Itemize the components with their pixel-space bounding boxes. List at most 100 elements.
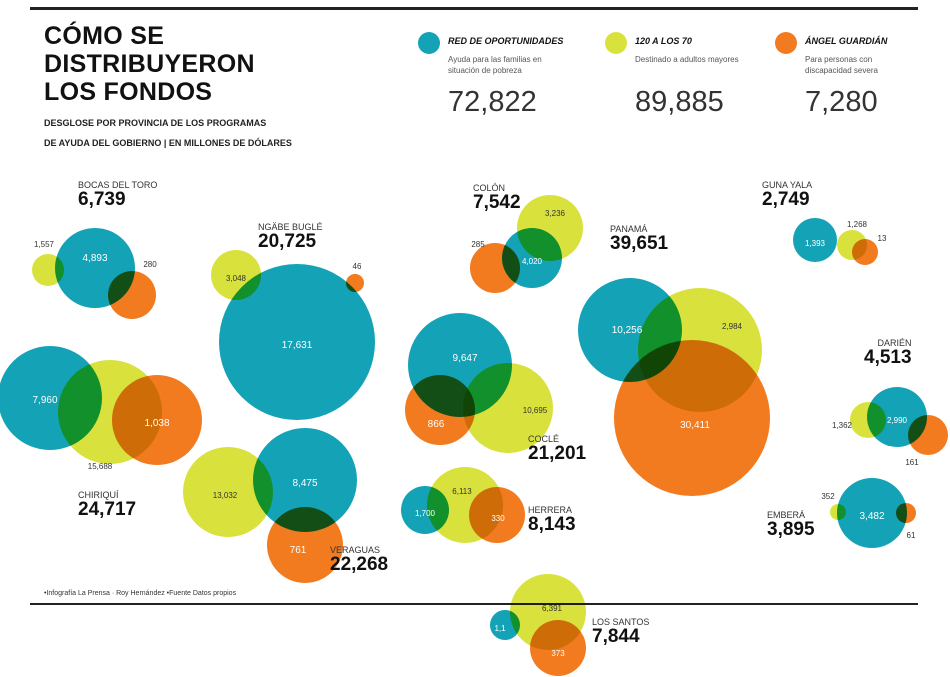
orange-program-circle xyxy=(108,271,156,319)
province-total: 3,895 xyxy=(767,519,815,540)
yellow-value-label: 2,984 xyxy=(722,322,743,331)
province-name: DARIÉN xyxy=(877,338,912,348)
province-label: NGÄBE BUGLÉ 20,725 xyxy=(258,222,323,252)
orange-value-label: 161 xyxy=(905,458,919,467)
province-name: EMBERÁ xyxy=(767,510,806,520)
teal-value-label: 1,393 xyxy=(805,239,826,248)
orange-program-circle xyxy=(346,274,364,292)
yellow-value-label: 352 xyxy=(821,492,835,501)
yellow-value-label: 13,032 xyxy=(213,491,238,500)
orange-value-label: 866 xyxy=(428,419,445,430)
yellow-value-label: 1,362 xyxy=(832,421,853,430)
province-group: 3,236 285 4,020 xyxy=(470,195,583,293)
teal-value-label: 8,475 xyxy=(292,478,317,489)
yellow-value-label: 6,113 xyxy=(452,487,472,496)
teal-program-circle xyxy=(253,428,357,532)
orange-program-circle xyxy=(267,507,343,583)
page-title: CÓMO SE DISTRIBUYERON LOS FONDOS xyxy=(44,22,255,106)
legend-desc: Destinado a adultos mayores xyxy=(635,55,739,64)
province-name: COLÓN xyxy=(473,183,506,193)
teal-program-circle xyxy=(793,218,837,262)
province-total: 21,201 xyxy=(528,443,587,464)
province-group: 1,393 1,268 13 xyxy=(793,218,887,265)
province-total: 7,844 xyxy=(592,626,640,647)
province-group: 9,647 10,695 866 xyxy=(405,313,553,453)
teal-dot-icon xyxy=(418,32,440,54)
orange-value-label: 1,038 xyxy=(144,418,169,429)
province-group: 13,032 8,475 761 xyxy=(183,428,357,583)
province-total: 2,749 xyxy=(762,189,810,210)
province-total: 8,143 xyxy=(528,514,576,535)
orange-value-label: 61 xyxy=(907,531,916,540)
teal-value-label: 10,256 xyxy=(612,325,643,336)
orange-value-label: 13 xyxy=(878,234,887,243)
yellow-value-label: 15,688 xyxy=(88,462,113,471)
province-total: 24,717 xyxy=(78,499,137,520)
province-name: BOCAS DEL TORO xyxy=(78,180,158,190)
province-label: GUNA YALA 2,749 xyxy=(762,180,812,210)
yellow-dot-icon xyxy=(605,32,627,54)
teal-value-label: 7,960 xyxy=(32,395,57,406)
province-label: PANAMÁ 39,651 xyxy=(610,224,668,254)
teal-program-circle xyxy=(219,264,375,420)
province-total: 6,739 xyxy=(78,189,126,210)
orange-program-circle xyxy=(530,620,586,676)
legend-value: 89,885 xyxy=(635,86,724,118)
orange-program-circle xyxy=(908,415,948,455)
yellow-value-label: 1,557 xyxy=(34,240,55,249)
subtitle: DESGLOSE POR PROVINCIA DE LOS PROGRAMAS … xyxy=(44,118,292,148)
province-label: COLÓN 7,542 xyxy=(473,183,521,213)
legend-value: 7,280 xyxy=(805,86,878,118)
teal-value-label: 4,893 xyxy=(82,253,107,264)
province-group: 7,960 15,688 1,038 xyxy=(0,346,202,471)
legend-name: ÁNGEL GUARDIÁN xyxy=(805,36,888,46)
orange-program-circle xyxy=(112,375,202,465)
teal-value-label: 1,700 xyxy=(415,509,436,518)
province-label: HERRERA 8,143 xyxy=(528,505,576,535)
yellow-program-circle xyxy=(183,447,273,537)
province-name: VERAGUAS xyxy=(330,545,381,555)
province-total: 20,725 xyxy=(258,231,317,252)
teal-program-circle xyxy=(502,228,562,288)
province-label: LOS SANTOS 7,844 xyxy=(592,617,649,647)
orange-program-circle xyxy=(852,239,878,265)
orange-value-label: 373 xyxy=(551,649,565,658)
province-label: DARIÉN 4,513 xyxy=(864,338,912,368)
teal-value-label: 4,020 xyxy=(522,257,543,266)
province-name: LOS SANTOS xyxy=(592,617,650,627)
bottom-rule xyxy=(30,603,918,605)
orange-program-circle xyxy=(614,340,770,496)
yellow-value-label: 3,236 xyxy=(545,209,566,218)
top-rule xyxy=(30,7,918,10)
province-group: 352 3,482 61 xyxy=(821,478,916,548)
orange-value-label: 761 xyxy=(290,545,307,556)
province-label: EMBERÁ 3,895 xyxy=(767,510,815,540)
province-name: NGÄBE BUGLÉ xyxy=(258,222,323,232)
yellow-value-label: 3,048 xyxy=(226,274,247,283)
yellow-value-label: 6,391 xyxy=(542,604,563,613)
teal-value-label: 1,1 xyxy=(494,624,506,633)
province-label: VERAGUAS 22,268 xyxy=(330,545,388,575)
teal-value-label: 3,482 xyxy=(859,511,884,522)
orange-value-label: 30,411 xyxy=(680,420,710,431)
province-label: BOCAS DEL TORO 6,739 xyxy=(78,180,157,210)
province-name: GUNA YALA xyxy=(762,180,813,190)
province-name: PANAMÁ xyxy=(610,224,648,234)
orange-program-circle xyxy=(469,487,525,543)
legend-desc: Ayuda para las familias en situación de … xyxy=(448,55,542,75)
teal-value-label: 2,990 xyxy=(887,416,908,425)
legend-name: RED DE OPORTUNIDADES xyxy=(448,36,564,46)
province-total: 22,268 xyxy=(330,554,389,575)
province-group: 1,700 6,113 330 xyxy=(401,467,525,543)
teal-value-label: 9,647 xyxy=(452,353,477,364)
province-total: 7,542 xyxy=(473,192,521,213)
province-group: 10,256 2,984 30,411 xyxy=(578,278,770,496)
province-label: COCLÉ 21,201 xyxy=(528,434,586,464)
province-group: 3,048 17,631 46 xyxy=(211,250,375,420)
legend-name: 120 A LOS 70 xyxy=(635,36,692,46)
orange-value-label: 280 xyxy=(143,260,157,269)
orange-dot-icon xyxy=(775,32,797,54)
legend-value: 72,822 xyxy=(448,86,537,118)
province-name: CHIRIQUÍ xyxy=(78,490,119,500)
